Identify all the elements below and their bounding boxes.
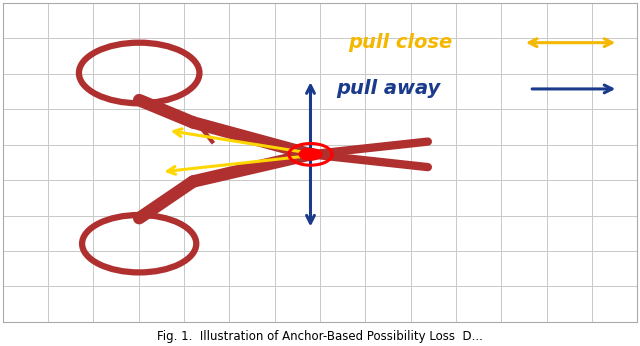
Text: pull away: pull away	[336, 80, 440, 99]
Circle shape	[299, 149, 322, 160]
X-axis label: Fig. 1.  Illustration of Anchor-Based Possibility Loss  D...: Fig. 1. Illustration of Anchor-Based Pos…	[157, 330, 483, 343]
Text: pull close: pull close	[349, 33, 453, 52]
